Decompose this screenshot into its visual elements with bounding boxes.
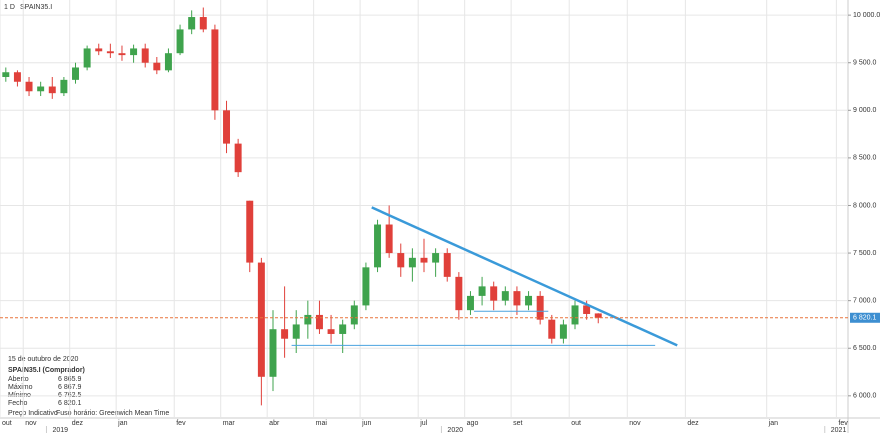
candle-body (548, 319, 556, 339)
candle-body (176, 29, 184, 54)
candle-body (48, 86, 56, 94)
candle-body (164, 53, 172, 71)
x-tick-label: jun (361, 420, 371, 427)
candle-body (37, 86, 45, 92)
y-tick-label: 7 000.0 (853, 297, 876, 304)
x-tick-label: jan (768, 420, 778, 427)
candle-body (385, 224, 393, 254)
candle-body (594, 313, 602, 318)
last-price-label: 6 820.1 (853, 315, 876, 322)
candle-body (536, 295, 544, 320)
candle-body (281, 329, 289, 339)
x-tick-label: mai (316, 420, 328, 427)
candle-body (118, 53, 126, 56)
candle-body (83, 48, 91, 68)
candle-body (199, 17, 207, 30)
info-footer: Preço Indicativo (8, 410, 58, 417)
year-label: 2019 (52, 427, 68, 433)
candle-body (362, 267, 370, 306)
info-footer: Fuso horário: Greenwich Mean Time (56, 410, 169, 417)
candle-body (141, 48, 149, 63)
info-label: Fecho (8, 400, 28, 407)
candle-body (525, 295, 533, 306)
candle-body (292, 324, 300, 339)
candle-body (490, 286, 498, 301)
y-tick-label: 8 500.0 (853, 155, 876, 162)
candle-body (420, 257, 428, 263)
info-label: Aberto (8, 376, 29, 383)
candle-body (501, 291, 509, 301)
x-tick-label: set (513, 420, 522, 427)
info-title: SPAIN35.I (Comprador) (8, 367, 85, 374)
x-tick-label: ago (467, 420, 479, 427)
symbol: SPAIN35.I (20, 4, 52, 11)
candle-body (72, 67, 79, 80)
candle-body (257, 262, 265, 377)
y-tick-label: 10 000.0 (853, 12, 880, 19)
candle-body (2, 72, 10, 77)
candle-body (211, 29, 219, 111)
y-tick-label: 6 500.0 (853, 345, 876, 352)
x-tick-label: out (2, 420, 12, 427)
x-tick-label: abr (269, 420, 280, 427)
candle-body (350, 305, 358, 325)
x-tick-label: mar (223, 420, 236, 427)
x-tick-label: fev (176, 420, 186, 427)
candles (2, 7, 602, 406)
info-label: Máximo (8, 384, 33, 391)
candle-body (304, 314, 312, 325)
candle-body (455, 276, 463, 311)
candle-body (513, 291, 521, 306)
y-tick-label: 6 000.0 (853, 393, 876, 400)
candle-body (106, 51, 114, 54)
candle-body (466, 295, 474, 311)
x-tick-label: out (571, 420, 581, 427)
candle-body (130, 48, 138, 56)
y-tick-label: 7 500.0 (853, 250, 876, 257)
candle-body (269, 329, 277, 377)
year-label: 2020 (447, 427, 463, 433)
candle-body (583, 305, 591, 314)
candle-body (443, 253, 451, 277)
candle-body (478, 286, 486, 296)
interval: 1 D (4, 4, 15, 11)
x-tick-label: dez (687, 420, 699, 427)
y-tick-label: 9 000.0 (853, 107, 876, 114)
x-tick-label: nov (629, 420, 641, 427)
candle-body (234, 143, 242, 173)
candle-body (397, 253, 405, 268)
candle-body (13, 72, 21, 82)
candle-body (339, 324, 347, 334)
candle-body (153, 62, 161, 71)
candle-body (432, 253, 440, 263)
y-tick-label: 8 000.0 (853, 202, 876, 209)
info-date: 15 de outubro de 2020 (8, 356, 79, 363)
candle-body (315, 314, 323, 330)
candle-body (25, 81, 33, 92)
x-tick-label: fev (838, 420, 848, 427)
candle-body (571, 305, 579, 325)
candle-body (95, 48, 103, 52)
x-tick-label: jul (419, 420, 427, 427)
candle-body (374, 224, 382, 268)
trendline (371, 206, 678, 347)
grid (0, 0, 848, 418)
x-tick-label: dez (72, 420, 84, 427)
candle-body (188, 17, 196, 30)
y-tick-label: 9 500.0 (853, 60, 876, 67)
candle-body (60, 79, 68, 94)
x-tick-label: jan (117, 420, 127, 427)
candle-body (559, 324, 567, 339)
year-label: 2021 (831, 427, 847, 433)
candle-body (327, 329, 335, 334)
x-tick-label: nov (25, 420, 37, 427)
candle-body (223, 110, 231, 144)
candle-body (246, 200, 254, 263)
candle-body (408, 257, 416, 268)
last-price-box (850, 312, 880, 323)
